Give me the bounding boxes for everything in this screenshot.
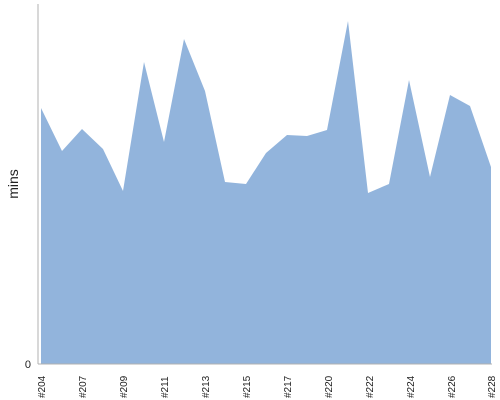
x-tick-label: #222 — [365, 375, 376, 398]
y-tick-label-zero: 0 — [25, 359, 31, 371]
x-tick-label: #228 — [487, 375, 498, 398]
x-tick-label: #207 — [78, 375, 89, 398]
area-fill — [41, 21, 491, 364]
x-tick-label: #217 — [283, 375, 294, 398]
area-series — [41, 21, 491, 364]
x-tick-label: #224 — [406, 375, 417, 398]
x-tick-labels: #204 #207 #209 #211 #213 #215 #217 #220 #222 #224… — [37, 375, 498, 398]
x-tick-label: #226 — [447, 375, 458, 398]
x-tick-label: #204 — [37, 375, 48, 398]
x-tick-label: #209 — [119, 375, 130, 398]
x-tick-label: #213 — [201, 375, 212, 398]
x-tick-label: #220 — [324, 375, 335, 398]
x-tick-label: #215 — [242, 375, 253, 398]
x-tick-label: #211 — [160, 376, 171, 398]
y-axis-label: mins — [5, 169, 21, 199]
